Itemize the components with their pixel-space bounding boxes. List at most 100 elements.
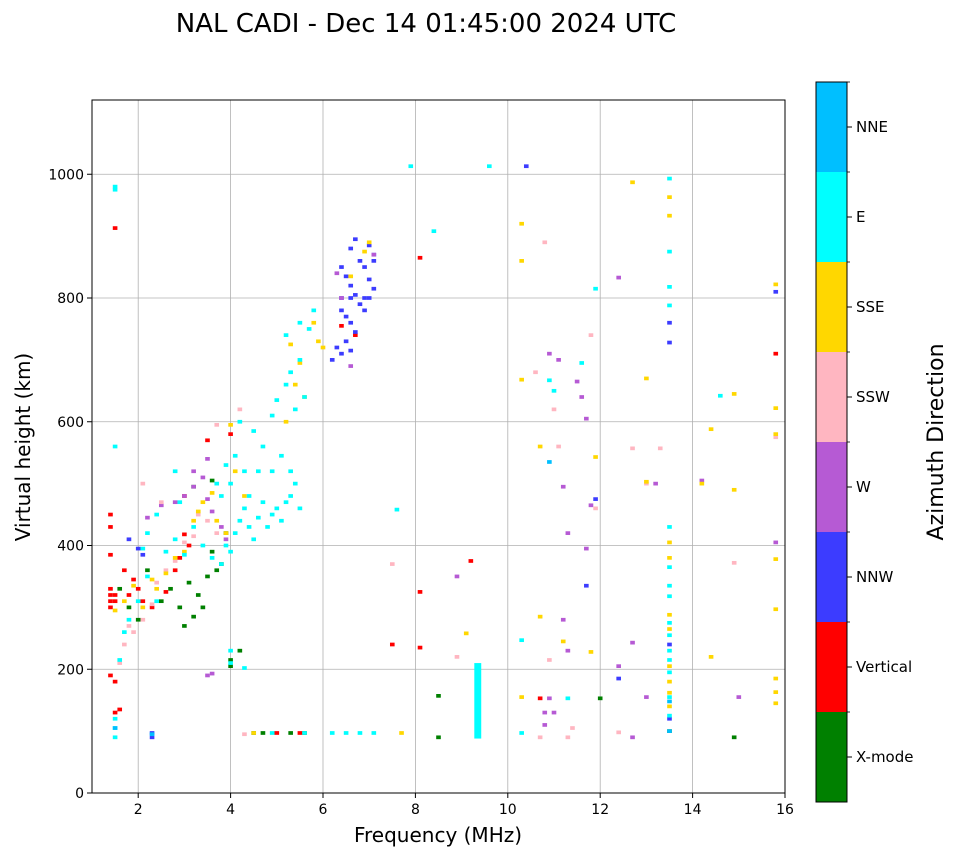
echo-point-vertical bbox=[108, 525, 113, 529]
echo-point-sse bbox=[228, 422, 233, 427]
echo-point-sse bbox=[149, 577, 155, 582]
echo-point-w bbox=[630, 640, 635, 645]
echo-point-vertical bbox=[140, 599, 146, 604]
echo-point-sse bbox=[297, 361, 303, 365]
echo-point-sse bbox=[708, 655, 714, 659]
echo-point-sse bbox=[163, 571, 169, 576]
echo-point-e bbox=[242, 666, 247, 670]
echo-point-w bbox=[182, 494, 187, 498]
echo-point-e bbox=[228, 661, 233, 665]
echo-point-ssw bbox=[126, 624, 132, 628]
data-points bbox=[108, 164, 779, 740]
echo-point-vertical bbox=[182, 532, 187, 537]
x-tick-label: 14 bbox=[684, 802, 702, 818]
echo-point-sse bbox=[223, 531, 229, 535]
echo-point-ssw bbox=[533, 370, 538, 375]
echo-bar-e bbox=[474, 663, 482, 739]
echo-point-w bbox=[454, 574, 460, 579]
y-tick-label: 600 bbox=[57, 415, 84, 431]
echo-point-e bbox=[667, 176, 672, 181]
echo-point-nnw bbox=[140, 552, 146, 557]
echo-point-nnw bbox=[339, 265, 344, 269]
echo-point-sse bbox=[399, 731, 404, 735]
echo-point-w bbox=[644, 695, 649, 699]
echo-point-e bbox=[145, 574, 150, 579]
echo-point-e bbox=[232, 453, 238, 458]
echo-point-sse bbox=[122, 599, 127, 604]
echo-point-e bbox=[579, 361, 585, 365]
echo-point-nnw bbox=[343, 314, 349, 319]
echo-point-w bbox=[158, 503, 164, 508]
echo-point-e bbox=[343, 731, 349, 735]
echo-point-e bbox=[547, 378, 552, 383]
echo-point-sse bbox=[667, 690, 672, 695]
echo-point-vertical bbox=[149, 605, 155, 610]
echo-point-w bbox=[584, 546, 589, 551]
echo-point-x-mode bbox=[597, 696, 603, 701]
echo-point-e bbox=[112, 184, 118, 189]
echo-point-e bbox=[519, 731, 524, 735]
x-tick-label: 4 bbox=[226, 802, 235, 818]
echo-point-vertical bbox=[274, 731, 280, 735]
colorbar-label: NNE bbox=[856, 118, 888, 136]
echo-point-e bbox=[329, 731, 335, 735]
plot-area bbox=[92, 100, 786, 794]
echo-point-x-mode bbox=[126, 605, 132, 610]
echo-point-ssw bbox=[140, 617, 146, 622]
echo-point-nnw bbox=[334, 345, 340, 350]
echo-point-e bbox=[163, 549, 169, 554]
echo-point-ssw bbox=[570, 726, 575, 730]
echo-point-x-mode bbox=[209, 478, 215, 483]
x-tick-label: 12 bbox=[591, 802, 609, 818]
echo-point-e bbox=[667, 285, 672, 289]
echo-point-sse bbox=[773, 432, 779, 436]
x-tick-label: 6 bbox=[319, 802, 328, 818]
echo-point-e bbox=[667, 695, 672, 699]
echo-point-nnw bbox=[339, 351, 344, 356]
echo-point-ssw bbox=[131, 630, 136, 634]
echo-point-w bbox=[205, 673, 210, 678]
x-tick-label: 10 bbox=[499, 802, 517, 818]
echo-point-e bbox=[297, 506, 303, 511]
echo-point-e bbox=[126, 617, 132, 622]
echo-point-w bbox=[172, 500, 178, 505]
echo-point-ssw bbox=[163, 568, 169, 573]
echo-point-nnw bbox=[339, 308, 344, 313]
echo-point-vertical bbox=[417, 645, 423, 650]
colorbar-segment bbox=[816, 82, 847, 172]
echo-point-w bbox=[616, 275, 621, 280]
echo-point-sse bbox=[232, 469, 238, 474]
echo-point-e bbox=[565, 696, 571, 701]
echo-point-nnw bbox=[126, 537, 132, 542]
echo-point-vertical bbox=[117, 707, 123, 712]
echo-point-vertical bbox=[186, 543, 192, 548]
echo-point-e bbox=[487, 164, 492, 169]
echo-point-e bbox=[297, 358, 303, 362]
echo-point-e bbox=[260, 444, 266, 449]
echo-point-vertical bbox=[126, 593, 132, 597]
echo-point-e bbox=[667, 565, 672, 570]
colorbar-frame bbox=[815, 81, 848, 803]
echo-point-vertical bbox=[228, 432, 233, 436]
y-tick-label: 200 bbox=[57, 662, 84, 678]
echo-point-sse bbox=[667, 213, 672, 218]
echo-point-sse bbox=[773, 701, 779, 706]
echo-point-nnw bbox=[348, 320, 354, 325]
echo-point-e bbox=[265, 525, 270, 529]
echo-point-sse bbox=[588, 650, 594, 654]
echo-point-sse bbox=[773, 557, 779, 561]
echo-point-sse bbox=[773, 690, 779, 694]
echo-point-sse bbox=[519, 259, 524, 263]
echo-point-nnw bbox=[329, 358, 335, 362]
echo-point-sse bbox=[731, 392, 737, 396]
echo-point-vertical bbox=[108, 599, 113, 604]
echo-point-vertical bbox=[163, 590, 169, 594]
echo-point-nnw bbox=[353, 293, 358, 297]
echo-point-e bbox=[288, 494, 293, 498]
echo-point-ssw bbox=[140, 481, 146, 486]
echo-point-e bbox=[667, 633, 672, 638]
echo-point-sse bbox=[251, 731, 257, 735]
echo-point-sse bbox=[283, 419, 289, 424]
echo-point-vertical bbox=[389, 642, 395, 647]
echo-point-e bbox=[246, 494, 252, 498]
